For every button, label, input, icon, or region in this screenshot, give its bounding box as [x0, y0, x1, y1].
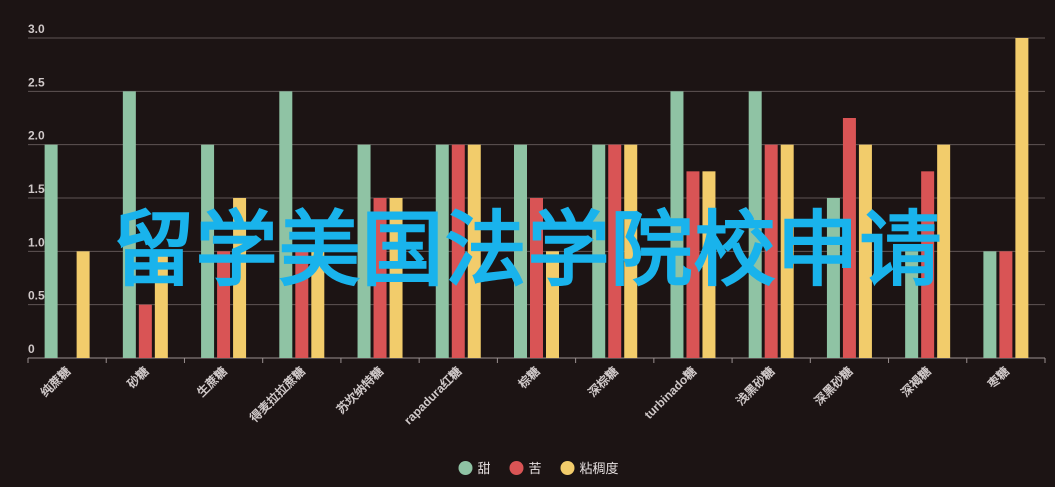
legend-swatch [509, 461, 524, 475]
bar-1-11[interactable] [921, 171, 935, 358]
y-tick-label: 2.5 [28, 75, 45, 89]
bar-0-0[interactable] [44, 144, 58, 358]
x-tick-label: 纯蔗糖 [37, 364, 73, 400]
bar-2-6[interactable] [546, 251, 559, 358]
x-tick-label: 苏坎纳特糖 [333, 364, 386, 417]
bar-2-0[interactable] [76, 251, 90, 358]
y-tick-label: 3.0 [28, 22, 45, 36]
bar-2-7[interactable] [624, 144, 638, 358]
bar-0-4[interactable] [357, 144, 371, 358]
bar-2-12[interactable] [1015, 38, 1029, 358]
legend-label: 苦 [529, 461, 542, 476]
x-tick-label: 枣糖 [984, 364, 1012, 392]
bar-0-7[interactable] [592, 144, 606, 358]
y-tick-label: 1.0 [28, 235, 45, 249]
legend-item-0[interactable]: 甜 [458, 461, 491, 476]
x-tick-label: rapadura红糖 [400, 364, 464, 428]
y-tick-label: 2.0 [28, 129, 45, 143]
bar-0-12[interactable] [983, 251, 997, 358]
bar-1-2[interactable] [217, 251, 231, 358]
bar-1-1[interactable] [138, 304, 152, 358]
bar-2-5[interactable] [467, 144, 481, 358]
bar-2-8[interactable] [702, 171, 716, 358]
x-axis-ticks: 纯蔗糖 砂糖 生蔗糖 得麦拉拉蔗糖 苏坎纳特糖 rapadura红糖 棕糖 深棕糖 turbin… [27, 358, 1046, 428]
legend-swatch [560, 461, 575, 475]
bar-1-3[interactable] [295, 251, 309, 358]
legend-item-1[interactable]: 苦 [509, 461, 542, 476]
bar-2-1[interactable] [154, 251, 168, 358]
bar-0-11[interactable] [905, 251, 919, 358]
bar-2-10[interactable] [858, 144, 872, 358]
legend-label: 甜 [478, 461, 491, 476]
bar-0-8[interactable] [670, 91, 684, 358]
legend[interactable]: 甜 苦 粘稠度 [458, 461, 619, 476]
legend-label: 粘稠度 [580, 461, 619, 476]
bar-1-8[interactable] [686, 171, 700, 358]
x-tick-label: 砂糖 [123, 364, 151, 392]
bar-0-3[interactable] [279, 91, 293, 358]
x-tick-label: 生蔗糖 [194, 364, 230, 400]
y-tick-label: 0.5 [28, 289, 45, 303]
bar-1-4[interactable] [373, 198, 387, 358]
x-tick-label: 深黑砂糖 [811, 364, 856, 409]
bar-1-9[interactable] [764, 144, 778, 358]
bar-2-3[interactable] [311, 251, 325, 358]
x-tick-label: 浅黑砂糖 [733, 364, 778, 409]
bar-2-4[interactable] [389, 198, 403, 358]
x-tick-label: 棕糖 [514, 364, 542, 392]
bar-0-5[interactable] [435, 144, 449, 358]
bar-1-10[interactable] [842, 118, 856, 358]
bar-0-2[interactable] [201, 144, 215, 358]
bar-2-11[interactable] [937, 144, 951, 358]
bar-1-6[interactable] [530, 198, 543, 358]
bar-1-12[interactable] [999, 251, 1013, 358]
bars [44, 38, 1029, 358]
bar-2-9[interactable] [780, 144, 794, 358]
bar-1-7[interactable] [608, 144, 622, 358]
y-tick-label: 0 [28, 342, 35, 356]
legend-swatch [458, 461, 473, 475]
bar-2-2[interactable] [233, 198, 247, 358]
y-axis-ticks: 0 0.5 1.0 1.5 2.0 2.5 3.0 [28, 22, 45, 356]
x-tick-label: 深棕糖 [585, 364, 621, 400]
legend-item-2[interactable]: 粘稠度 [560, 461, 619, 476]
bar-0-9[interactable] [748, 91, 762, 358]
x-tick-label: turbinado糖 [641, 364, 699, 422]
bar-1-5[interactable] [451, 144, 465, 358]
x-tick-label: 深褐糖 [898, 364, 934, 400]
y-tick-label: 1.5 [28, 182, 45, 196]
bar-0-6[interactable] [514, 144, 527, 358]
bar-0-1[interactable] [122, 91, 136, 358]
x-tick-label: 得麦拉拉蔗糖 [246, 364, 308, 426]
bar-0-10[interactable] [826, 198, 840, 358]
